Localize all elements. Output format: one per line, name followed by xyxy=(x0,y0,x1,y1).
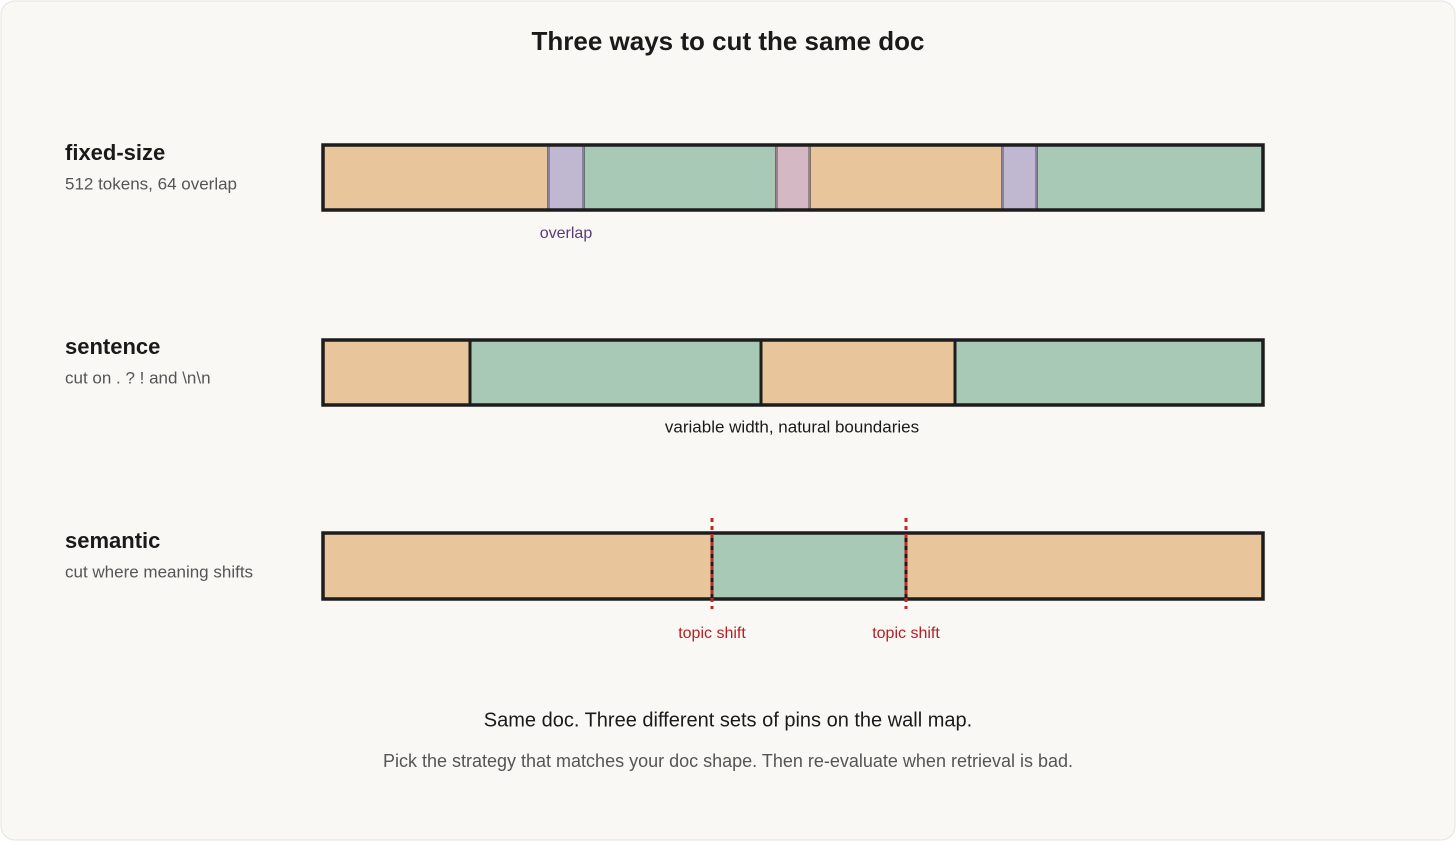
chunk xyxy=(904,531,1265,601)
chunk xyxy=(581,143,779,212)
chunk xyxy=(321,338,472,407)
annotation: topic shift xyxy=(872,625,940,642)
annotation: overlap xyxy=(540,225,593,242)
chunk-bar xyxy=(321,518,1265,609)
chunk xyxy=(1034,143,1265,212)
bar-outline xyxy=(321,143,1265,212)
chunk xyxy=(710,531,908,601)
annotation: variable width, natural boundaries xyxy=(665,417,919,436)
chunk xyxy=(953,338,1265,407)
chunk-bar xyxy=(321,143,1265,212)
title: Three ways to cut the same doc xyxy=(531,26,924,56)
row-label: fixed-size xyxy=(65,140,165,165)
bar-outline xyxy=(321,531,1265,601)
row-label: sentence xyxy=(65,334,160,359)
row-description: cut where meaning shifts xyxy=(65,562,253,581)
row-description: cut on . ? ! and \n\n xyxy=(65,368,211,387)
chunk xyxy=(468,338,763,407)
overlap xyxy=(548,144,584,211)
chunk xyxy=(759,338,957,407)
bar-outline xyxy=(321,338,1265,407)
chunk xyxy=(321,531,714,601)
footer-note: Pick the strategy that matches your doc … xyxy=(383,751,1073,771)
overlap xyxy=(1002,144,1037,211)
chunk-bar xyxy=(321,338,1265,407)
chunk xyxy=(807,143,1005,212)
footer-headline: Same doc. Three different sets of pins o… xyxy=(484,709,972,731)
annotation: topic shift xyxy=(678,625,746,642)
row-label: semantic xyxy=(65,528,160,553)
row-description: 512 tokens, 64 overlap xyxy=(65,174,237,193)
overlap xyxy=(776,144,810,211)
chunk xyxy=(321,143,551,212)
